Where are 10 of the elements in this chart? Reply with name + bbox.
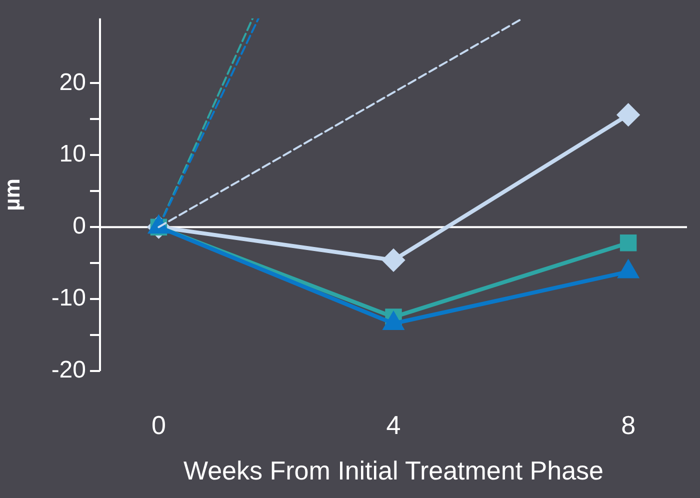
y-tick-label: 10 xyxy=(59,140,86,168)
x-tick-label: 4 xyxy=(386,410,401,440)
x-tick-label: 8 xyxy=(621,410,636,440)
x-tick-label: 0 xyxy=(151,410,166,440)
y-tick-label: -10 xyxy=(51,284,86,312)
x-axis-title: Weeks From Initial Treatment Phase xyxy=(183,456,604,486)
y-tick-label: 20 xyxy=(59,68,86,96)
y-tick-label: -20 xyxy=(51,356,86,384)
y-tick-label: 0 xyxy=(72,212,86,240)
y-axis-title: µm xyxy=(0,178,24,211)
